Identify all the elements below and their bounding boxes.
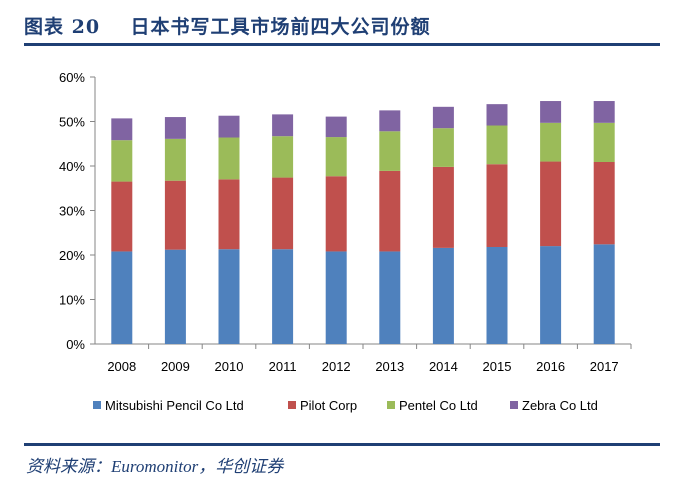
bar-segment (272, 249, 294, 344)
bar-segment (593, 101, 615, 123)
legend-swatch (93, 401, 101, 409)
bar-segment (593, 122, 615, 162)
bar-segment (432, 128, 454, 167)
x-tick-label: 2008 (107, 359, 136, 374)
x-tick-label: 2012 (322, 359, 351, 374)
bar-segment (164, 138, 186, 181)
source-note: 资料来源：Euromonitor，华创证券 (26, 457, 284, 476)
bar-segment (486, 104, 508, 126)
figure-title: 图表 20 日本书写工具市场前四大公司份额 (24, 16, 431, 38)
x-tick-label: 2011 (269, 359, 297, 374)
bar-segment (111, 181, 133, 252)
legend-label: Pentel Co Ltd (399, 398, 478, 413)
bar-segment (540, 101, 562, 123)
bar-segment (486, 125, 508, 165)
bar-segment (325, 176, 347, 252)
legend-swatch (510, 401, 518, 409)
bar-segment (379, 170, 401, 252)
y-tick-label: 10% (59, 293, 85, 308)
bar-segment (593, 161, 615, 245)
bar-segment (218, 137, 240, 180)
bar-segment (218, 115, 240, 138)
bar-segment (218, 249, 240, 344)
x-tick-label: 2017 (590, 359, 619, 374)
title-rule (24, 43, 660, 46)
y-tick-label: 20% (59, 248, 85, 263)
x-tick-label: 2016 (536, 359, 565, 374)
bar-segment (593, 244, 615, 344)
legend-swatch (387, 401, 395, 409)
axes: 0% 10% 20% 30% 40% 50% 60% 2008 2009 2010 2011 2012… (59, 70, 632, 374)
bar-segment (432, 166, 454, 248)
y-tick-label: 30% (59, 204, 85, 219)
bar-segment (540, 246, 562, 344)
x-tick-label: 2010 (215, 359, 244, 374)
bar-segment (218, 179, 240, 250)
bar-segment (272, 114, 294, 137)
bar-segment (272, 136, 294, 178)
x-tick-label: 2013 (375, 359, 404, 374)
bar-segment (432, 106, 454, 129)
bar-segment (379, 251, 401, 344)
y-tick-label: 0% (66, 337, 85, 352)
legend-swatch (288, 401, 296, 409)
bar-segment (379, 110, 401, 132)
bar-segment (325, 137, 347, 177)
bar-segment (111, 140, 133, 182)
x-tick-label: 2009 (161, 359, 190, 374)
bar-segment (325, 116, 347, 138)
legend: Mitsubishi Pencil Co Ltd Pilot Corp Pentel… (93, 398, 598, 413)
y-tick-label: 40% (59, 159, 85, 174)
bar-segment (272, 177, 294, 250)
legend-label: Mitsubishi Pencil Co Ltd (105, 398, 244, 413)
bar-segment (325, 251, 347, 344)
bar-segment (486, 164, 508, 247)
bar-segment (164, 117, 186, 139)
bar-segment (540, 161, 562, 247)
bar-segment (111, 118, 133, 141)
bar-segment (540, 122, 562, 162)
bar-segment (164, 249, 186, 344)
bar-segment (379, 131, 401, 171)
x-tick-label: 2015 (483, 359, 512, 374)
bars (111, 101, 615, 344)
legend-label: Pilot Corp (300, 398, 357, 413)
bar-segment (111, 251, 133, 344)
x-tick-label: 2014 (429, 359, 458, 374)
footer-rule (24, 443, 660, 446)
y-tick-label: 50% (59, 115, 85, 130)
legend-label: Zebra Co Ltd (522, 398, 598, 413)
bar-segment (432, 247, 454, 344)
y-tick-label: 60% (59, 70, 85, 85)
bar-segment (164, 180, 186, 250)
bar-segment (486, 246, 508, 344)
